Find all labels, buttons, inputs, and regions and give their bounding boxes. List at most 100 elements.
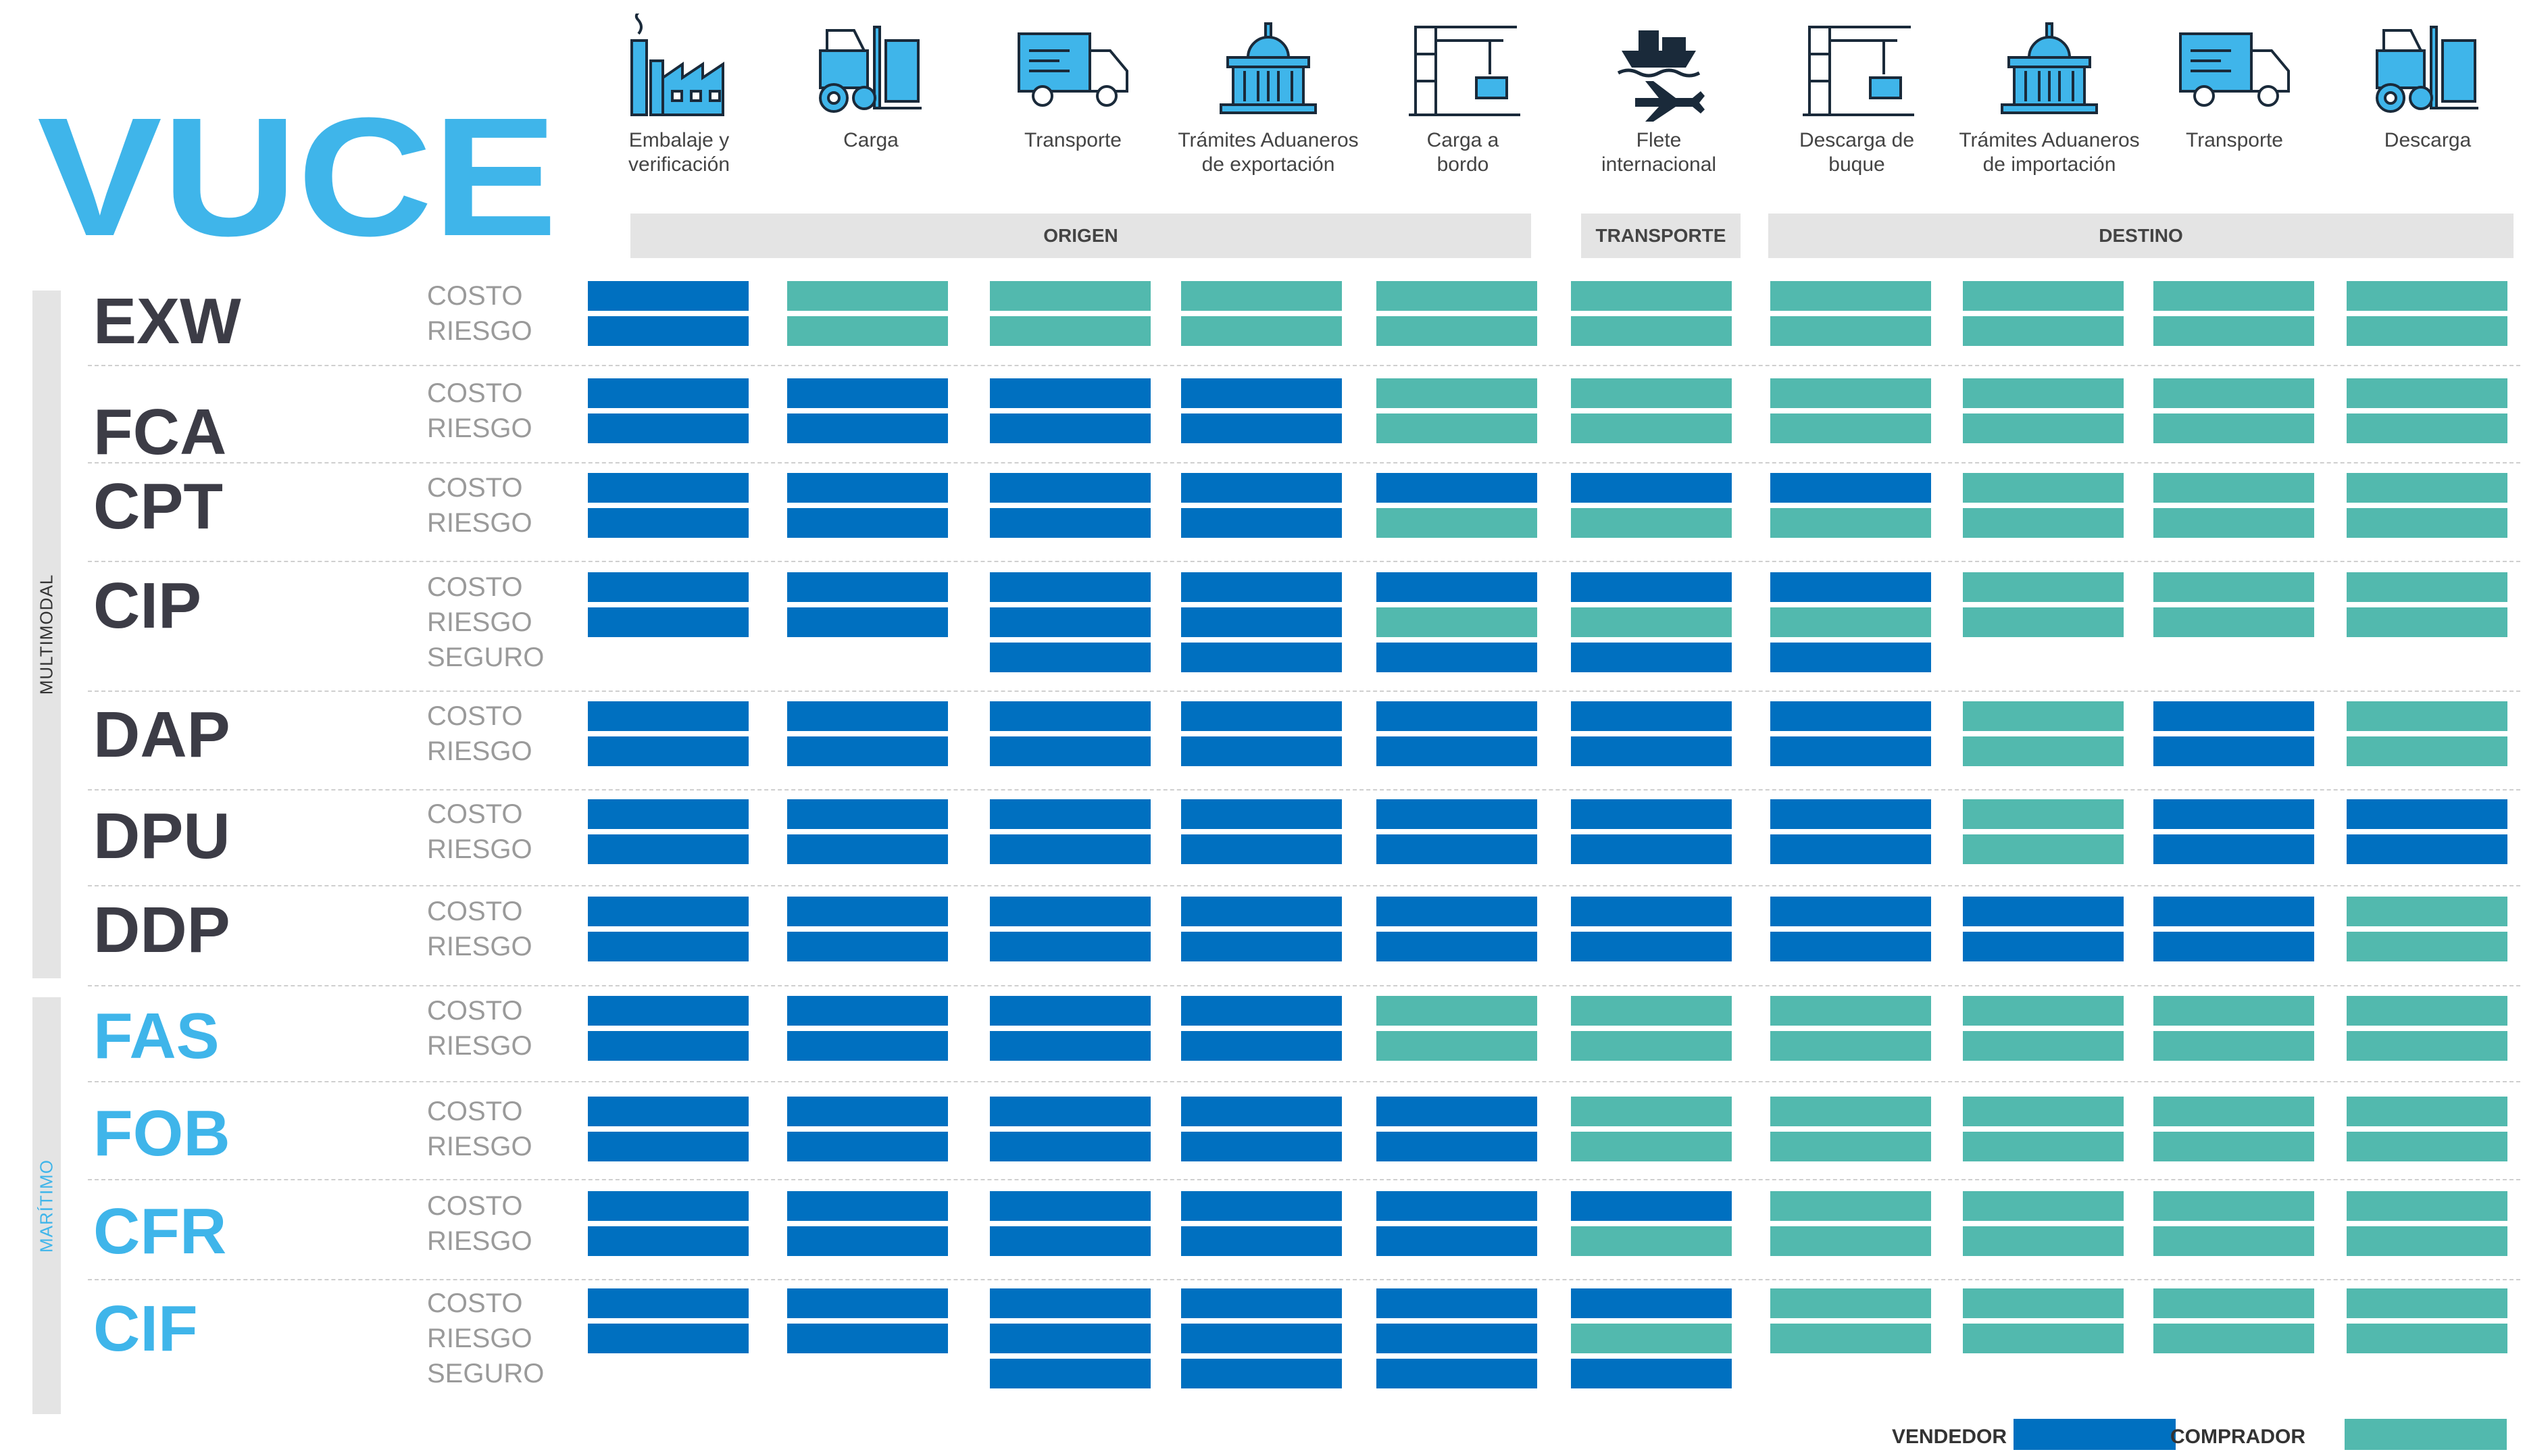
cell-vendedor	[1770, 736, 1931, 766]
cell-vendedor	[588, 1132, 749, 1161]
ship-plane-icon	[1617, 30, 1705, 122]
cell-comprador	[2153, 378, 2314, 408]
cell-comprador	[1571, 413, 1732, 443]
cell-comprador	[1770, 1226, 1931, 1256]
row-label: RIESGO	[427, 1226, 532, 1256]
cell-vendedor	[787, 897, 948, 926]
cell-comprador	[2153, 1097, 2314, 1126]
row-label: SEGURO	[427, 643, 545, 672]
customs-building-icon	[1220, 22, 1317, 114]
cell-vendedor	[990, 1288, 1151, 1318]
cell-comprador	[1571, 316, 1732, 346]
cell-comprador	[2153, 316, 2314, 346]
cell-comprador	[990, 316, 1151, 346]
cell-comprador	[2153, 1288, 2314, 1318]
cell-comprador	[2153, 1324, 2314, 1353]
cell-comprador	[2153, 281, 2314, 311]
cell-comprador	[787, 281, 948, 311]
cell-vendedor	[1376, 701, 1537, 731]
cell-vendedor	[588, 1191, 749, 1221]
cell-vendedor	[990, 508, 1151, 538]
cell-vendedor	[1376, 572, 1537, 602]
cell-comprador	[1963, 996, 2124, 1026]
cell-vendedor	[1770, 897, 1931, 926]
cell-comprador	[1376, 316, 1537, 346]
cell-comprador	[1963, 281, 2124, 311]
incoterm-code: DAP	[93, 699, 230, 771]
cell-vendedor	[1571, 799, 1732, 829]
row-label: COSTO	[427, 1288, 523, 1318]
row-divider	[88, 1279, 2520, 1280]
cell-comprador	[1571, 607, 1732, 637]
cell-vendedor	[1181, 897, 1342, 926]
truck-icon	[2179, 32, 2290, 107]
step-10: Descarga	[2330, 14, 2525, 196]
group-destino: DESTINO	[1768, 214, 2514, 258]
cell-vendedor	[787, 799, 948, 829]
cell-vendedor	[990, 932, 1151, 961]
row-label: RIESGO	[427, 1324, 532, 1353]
cell-vendedor	[1181, 473, 1342, 503]
incoterm-code: CPT	[93, 470, 223, 543]
cell-comprador	[1571, 1226, 1732, 1256]
cell-vendedor	[1181, 1191, 1342, 1221]
row-divider	[88, 462, 2520, 463]
cell-vendedor	[588, 1324, 749, 1353]
cell-comprador	[2347, 996, 2507, 1026]
cell-comprador	[1770, 1132, 1931, 1161]
cell-comprador	[2153, 473, 2314, 503]
cell-vendedor	[990, 1191, 1151, 1221]
cell-vendedor	[1181, 413, 1342, 443]
cell-comprador	[1963, 508, 2124, 538]
cell-comprador	[1571, 1031, 1732, 1061]
cell-vendedor	[990, 473, 1151, 503]
cell-vendedor	[1181, 1097, 1342, 1126]
incoterm-code: FAS	[93, 1000, 220, 1072]
cell-vendedor	[1571, 932, 1732, 961]
cell-comprador	[2347, 607, 2507, 637]
cell-vendedor	[990, 996, 1151, 1026]
cell-comprador	[1181, 316, 1342, 346]
forklift-icon	[819, 26, 922, 113]
cell-vendedor	[588, 1288, 749, 1318]
cell-comprador	[1963, 1132, 2124, 1161]
row-label: SEGURO	[427, 1359, 545, 1388]
cell-comprador	[1571, 1324, 1732, 1353]
cell-comprador	[2347, 281, 2507, 311]
row-label: COSTO	[427, 1097, 523, 1126]
cell-vendedor	[990, 701, 1151, 731]
step-1: Embalaje y verificación	[581, 14, 777, 196]
cell-vendedor	[588, 1226, 749, 1256]
incoterm-code: CIP	[93, 570, 202, 642]
port-crane-icon	[1803, 26, 1914, 116]
cell-vendedor	[990, 1359, 1151, 1388]
cell-vendedor	[588, 607, 749, 637]
cell-comprador	[2153, 1031, 2314, 1061]
cell-vendedor	[588, 508, 749, 538]
cell-comprador	[1376, 607, 1537, 637]
cell-vendedor	[1376, 1132, 1537, 1161]
group-transporte: TRANSPORTE	[1581, 214, 1741, 258]
category-multimodal-label: MULTIMODAL	[36, 574, 57, 695]
row-divider	[88, 365, 2520, 366]
row-divider	[88, 985, 2520, 986]
cell-vendedor	[1181, 1031, 1342, 1061]
cell-vendedor	[1376, 799, 1537, 829]
cell-vendedor	[1376, 1288, 1537, 1318]
cell-comprador	[1770, 1031, 1931, 1061]
step-6: Flete internacional	[1561, 14, 1757, 196]
category-multimodal: MULTIMODAL	[32, 291, 61, 978]
cell-vendedor	[1770, 643, 1931, 672]
cell-vendedor	[990, 1226, 1151, 1256]
cell-vendedor	[787, 1097, 948, 1126]
cell-comprador	[2153, 996, 2314, 1026]
logo-text: VUCE	[37, 101, 557, 243]
step-label: Trámites Aduaneros de exportación	[1178, 129, 1359, 176]
cell-comprador	[1571, 996, 1732, 1026]
cell-comprador	[2347, 473, 2507, 503]
cell-comprador	[1181, 281, 1342, 311]
cell-vendedor	[1376, 1097, 1537, 1126]
cell-vendedor	[990, 799, 1151, 829]
cell-vendedor	[1181, 932, 1342, 961]
